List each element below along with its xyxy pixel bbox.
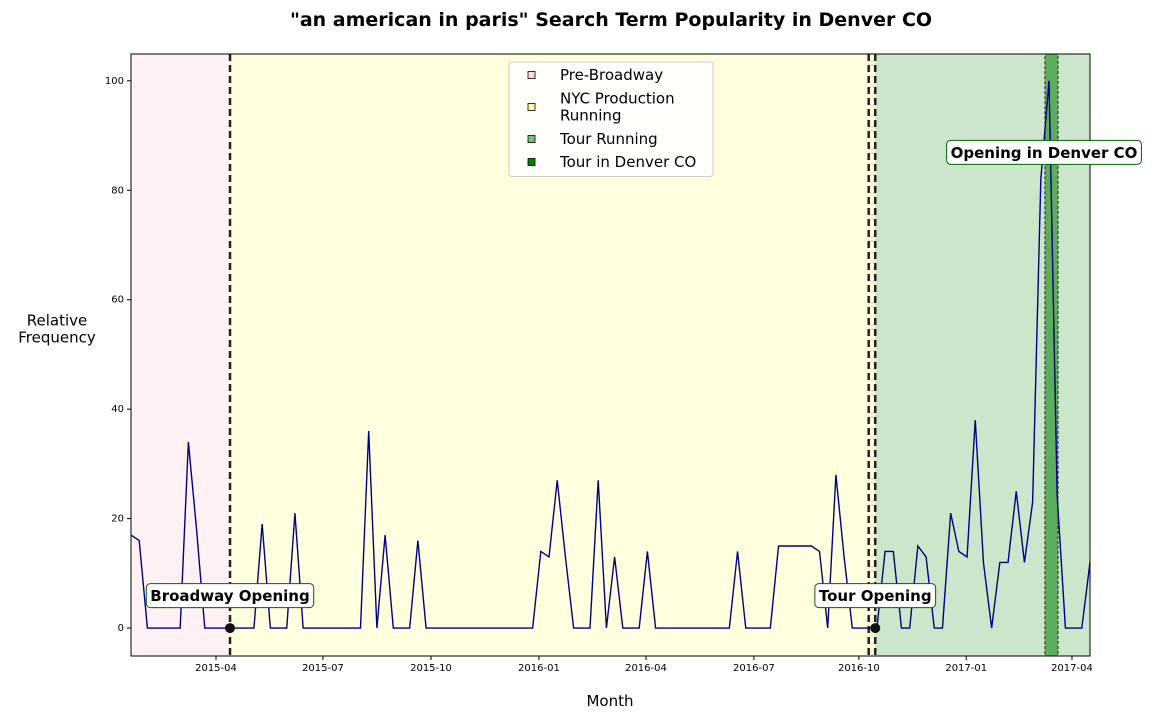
- event-marker: [870, 623, 881, 634]
- annotation: Broadway Opening: [145, 583, 315, 609]
- x-tick-label: 2016-04: [625, 663, 667, 674]
- annotation-box: [946, 139, 1142, 165]
- legend-label: Pre-Broadway: [560, 66, 663, 84]
- x-tick-label: 2015-07: [302, 663, 344, 674]
- legend-swatch: [527, 158, 536, 166]
- plot-frame: [130, 53, 1091, 657]
- x-tick-label: 2016-01: [518, 663, 560, 674]
- y-tick-label: 60: [111, 295, 124, 306]
- legend-label: NYC Production Running: [560, 89, 675, 124]
- y-tick-label: 100: [105, 76, 124, 87]
- x-tick-label: 2017-01: [945, 663, 987, 674]
- event-marker: [225, 623, 236, 634]
- annotation: Opening in Denver CO: [946, 139, 1142, 165]
- span: [131, 54, 231, 656]
- legend-label: Tour in Denver CO: [559, 153, 696, 171]
- legend: Pre-Broadway NYC Production Running Tour Ru…: [508, 61, 714, 177]
- legend-label: Tour Running: [559, 130, 658, 148]
- annotation: Tour Opening: [814, 583, 937, 609]
- legend-swatch: [527, 135, 536, 143]
- annotation-box: [814, 583, 937, 609]
- y-tick-label: 20: [111, 514, 124, 525]
- x-axis-label: Month: [586, 692, 633, 710]
- y-axis-label: Relative Frequency: [18, 311, 96, 346]
- annotation-text: Tour Opening: [819, 587, 932, 605]
- y-tick-label: 0: [118, 623, 124, 634]
- x-tick-label: 2016-10: [838, 663, 880, 674]
- y-tick-label: 40: [111, 404, 124, 415]
- annotation-text: Opening in Denver CO: [951, 143, 1138, 161]
- x-tick-label: 2015-04: [195, 663, 237, 674]
- y-tick-label: 80: [111, 185, 124, 196]
- x-tick-label: 2016-07: [733, 663, 775, 674]
- annotation-box: [145, 583, 315, 609]
- x-tick-label: 2017-04: [1051, 663, 1093, 674]
- legend-box: [508, 61, 714, 177]
- x-tick-label: 2015-10: [410, 663, 452, 674]
- chart-title: "an american in paris" Search Term Popul…: [290, 9, 932, 31]
- legend-swatch: [527, 71, 536, 79]
- legend-swatch: [527, 103, 536, 111]
- annotation-text: Broadway Opening: [150, 587, 309, 605]
